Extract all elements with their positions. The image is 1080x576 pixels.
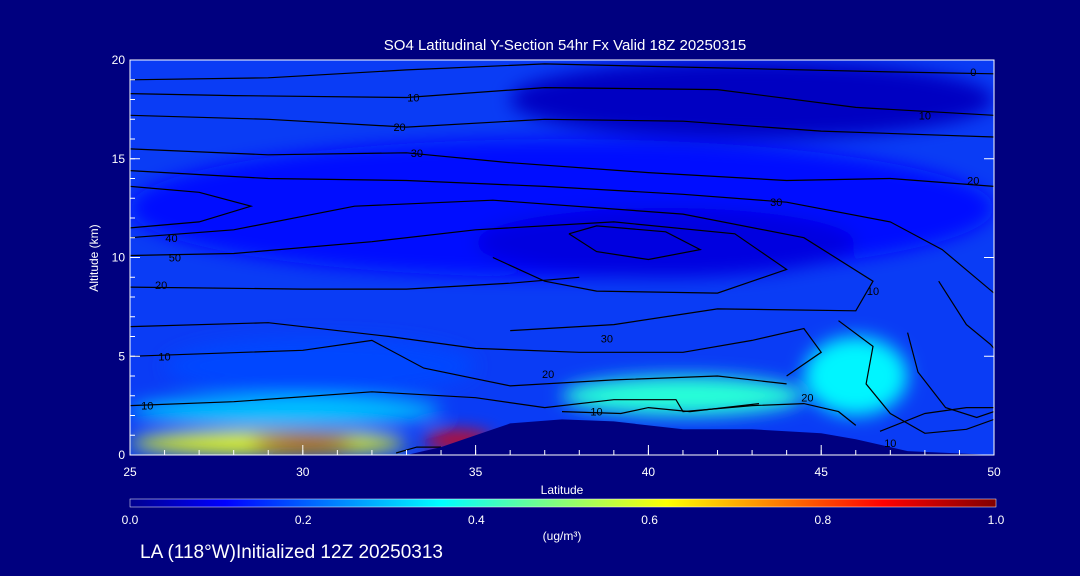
y-tick-label: 0 [118, 448, 125, 462]
y-axis-label: Altitude (km) [87, 224, 101, 291]
contour-label: 10 [590, 407, 602, 419]
y-tick-label: 15 [112, 152, 126, 166]
colorbar-tick-label: 0.8 [814, 513, 831, 527]
contour-lines [130, 63, 994, 454]
x-tick-label: 50 [987, 465, 1001, 479]
contour-label: 10 [141, 401, 153, 413]
init-caption: LA (118°W)Initialized 12Z 20250313 [140, 542, 443, 563]
contour-line [568, 225, 703, 261]
colorbar-tick-label: 0.6 [641, 513, 658, 527]
contour-label: 10 [867, 286, 879, 298]
terrain-mask [130, 419, 994, 455]
x-axis: 25 30 35 40 45 50 [123, 445, 1001, 479]
x-tick-label: 30 [296, 465, 310, 479]
contour-line [130, 185, 254, 229]
contour-line [879, 407, 994, 432]
contour-line [130, 114, 994, 138]
contour-line [395, 446, 441, 454]
colorbar-gradient [129, 498, 997, 508]
contour-label: 0 [970, 67, 976, 79]
contour-label: 30 [770, 197, 782, 209]
contour-label: 20 [801, 393, 813, 405]
y-tick-label: 10 [112, 251, 126, 265]
contour-line [130, 148, 994, 187]
contour-line [130, 170, 994, 294]
contour-label: 10 [884, 438, 896, 450]
field-region [803, 336, 908, 416]
colorbar: 0.0 0.2 0.4 0.6 0.8 1.0 (ug/m³) [122, 498, 1005, 543]
contour-labels: 0 10 10 20 30 20 30 40 50 20 10 30 10 20 20 10 10 10 [141, 67, 979, 450]
contour-line [130, 221, 788, 294]
x-tick-label: 25 [123, 465, 137, 479]
contour-line [907, 332, 994, 419]
y-axis: 0 5 10 15 20 [112, 53, 994, 462]
contour-line [938, 280, 994, 349]
chart-title: SO4 Latitudinal Y-Section 54hr Fx Valid … [384, 37, 746, 54]
x-tick-label: 45 [815, 465, 829, 479]
contour-label: 30 [411, 148, 423, 160]
colorbar-tick-label: 0.2 [295, 513, 312, 527]
x-tick-label: 35 [469, 465, 483, 479]
contour-line [130, 339, 787, 387]
contour-label: 10 [919, 110, 931, 122]
x-tick-label: 40 [642, 465, 656, 479]
field-region [164, 336, 476, 396]
contour-label: 40 [165, 233, 177, 245]
x-axis-label: Latitude [541, 483, 584, 497]
field-region [130, 395, 441, 426]
contour-line [561, 403, 760, 415]
contour-line [130, 199, 874, 332]
field-region [250, 435, 355, 452]
colorbar-tick-label: 0.0 [122, 513, 139, 527]
contour-line [130, 391, 857, 426]
contour-line [130, 86, 994, 116]
y-tick-label: 20 [112, 53, 126, 67]
colorbar-label: (ug/m³) [543, 529, 582, 543]
colorbar-tick-label: 0.4 [468, 513, 485, 527]
y-tick-label: 5 [118, 349, 125, 363]
field-region [510, 60, 994, 139]
contour-label: 10 [407, 93, 419, 105]
contour-label: 20 [393, 122, 405, 134]
contour-label: 20 [542, 369, 554, 381]
contour-line [838, 320, 994, 434]
contour-line [130, 322, 823, 377]
colorbar-tick-label: 1.0 [988, 513, 1005, 527]
contour-label: 20 [155, 280, 167, 292]
contour-label: 10 [158, 351, 170, 363]
field-region [475, 208, 856, 278]
contour-line [130, 63, 994, 81]
colorbar-ticks: 0.0 0.2 0.4 0.6 0.8 1.0 [122, 513, 1005, 527]
contour-label: 20 [967, 175, 979, 187]
contour-label: 30 [601, 333, 613, 345]
plot-area: 0 10 10 20 30 20 30 40 50 20 10 30 10 20 20 10 10 10 [130, 60, 994, 455]
contour-label: 50 [169, 253, 181, 265]
contour-line [130, 276, 580, 290]
